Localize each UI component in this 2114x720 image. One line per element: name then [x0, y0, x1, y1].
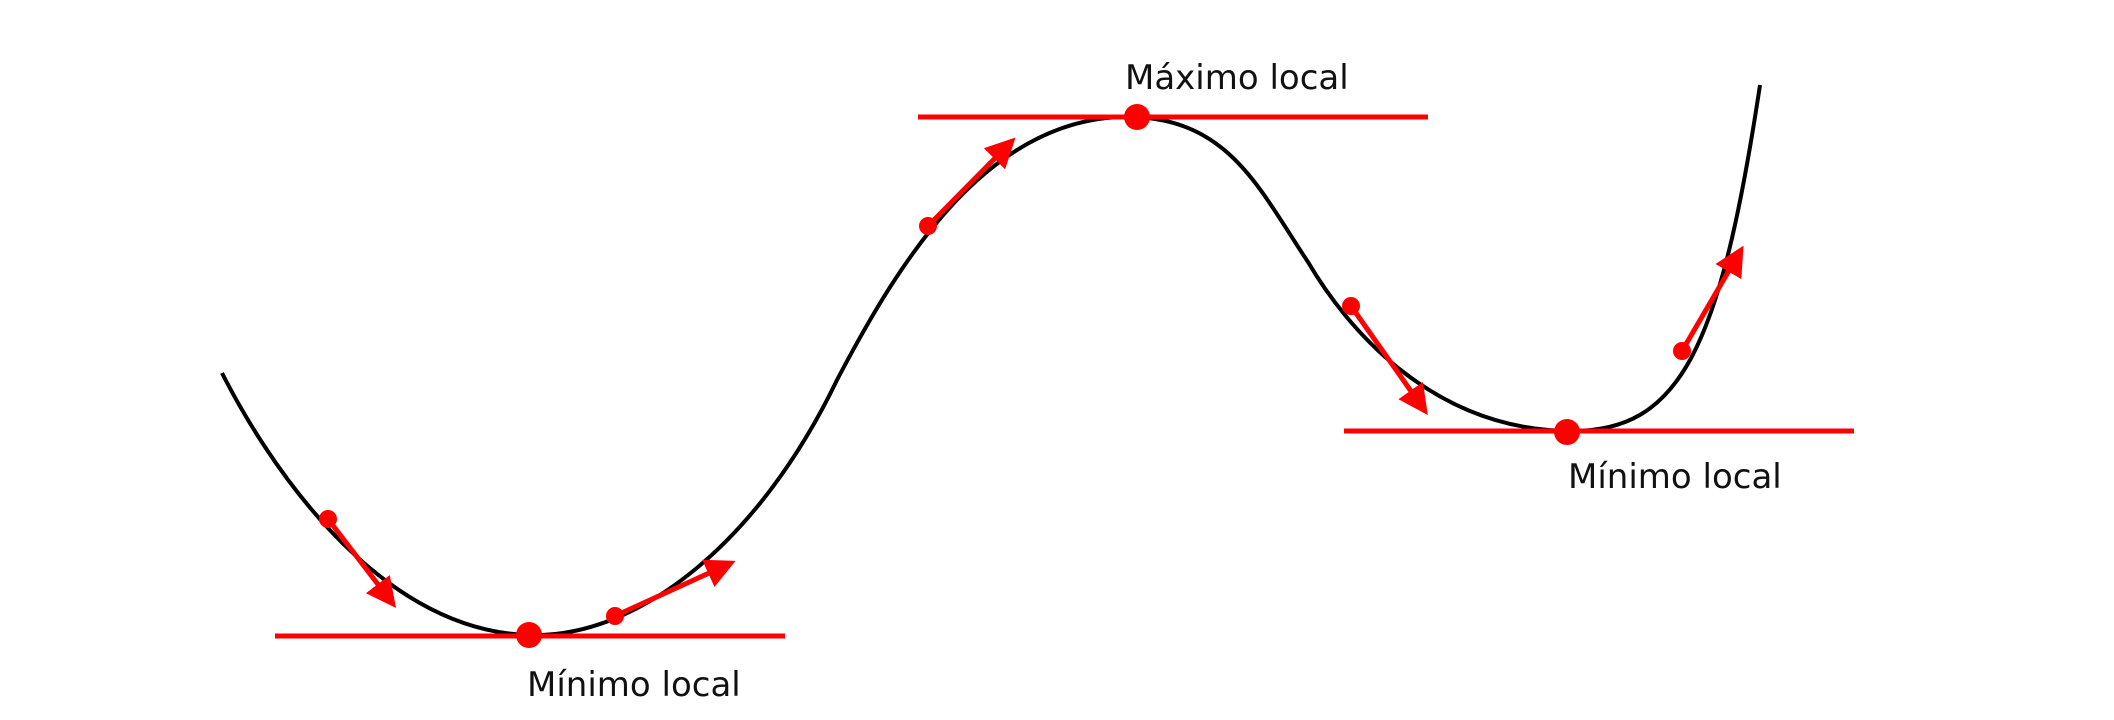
slope-arrow [1348, 304, 1428, 416]
label-local-minimum-right: Mínimo local [1568, 457, 1782, 497]
curve-point [1342, 297, 1360, 315]
slope-arrow [613, 559, 736, 619]
curve-point [606, 607, 624, 625]
curve-point [319, 510, 337, 528]
label-local-maximum: Máximo local [1125, 58, 1349, 98]
slope-arrow [926, 137, 1016, 228]
curve-point [919, 217, 937, 235]
label-local-minimum-left: Mínimo local [527, 665, 741, 705]
extremum-point-min-right [1554, 419, 1580, 445]
slope-arrow [1679, 245, 1744, 353]
slope-arrow [326, 517, 397, 608]
extremum-point-min-left [516, 622, 542, 648]
function-curve [220, 84, 1762, 638]
extremum-point-max [1124, 104, 1150, 130]
curve-point [1673, 342, 1691, 360]
